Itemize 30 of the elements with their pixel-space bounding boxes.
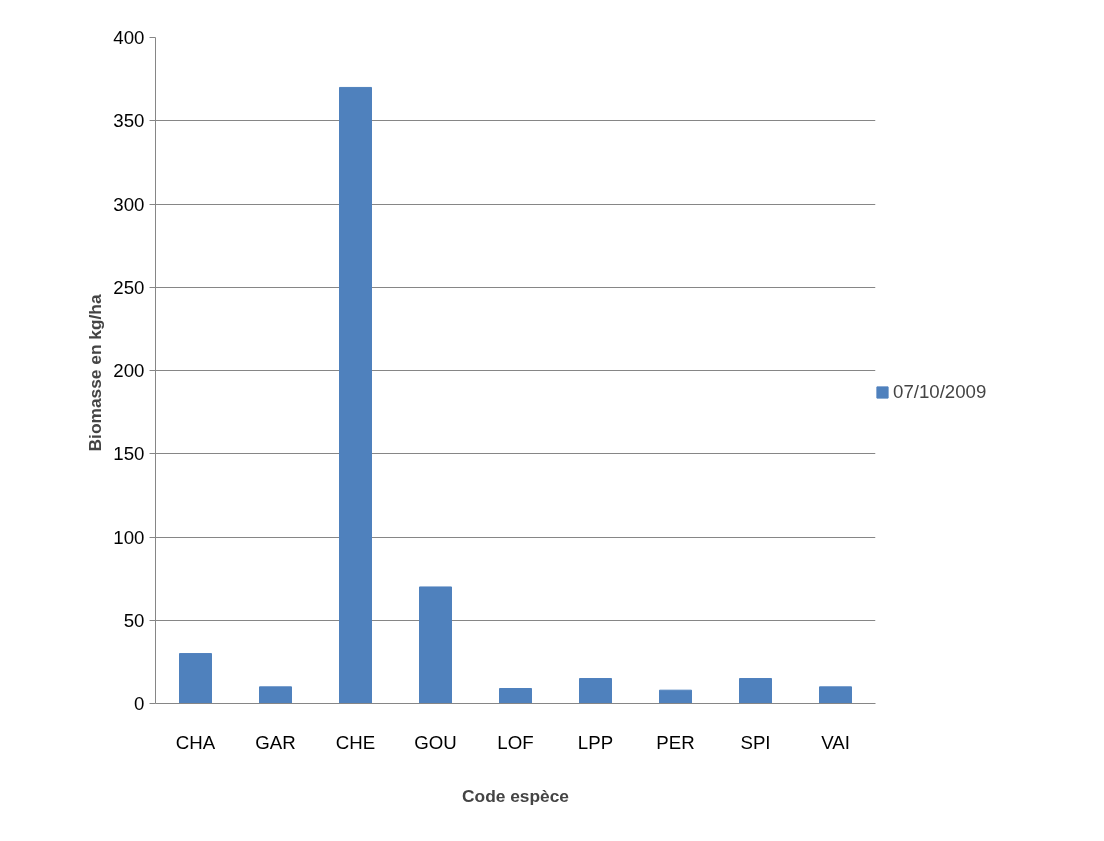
y-tick-label: 300 (113, 193, 145, 215)
x-axis-title: Code espèce (462, 785, 570, 806)
x-tick-label: LPP (577, 731, 614, 753)
y-tick-label: 200 (113, 360, 145, 381)
bar (819, 686, 852, 704)
bar (659, 689, 692, 704)
x-tick-label: PER (656, 731, 695, 753)
x-tick-label: LOF (497, 731, 534, 753)
bar (179, 653, 212, 704)
x-tick-label: VAI (821, 731, 850, 753)
x-tick-label: CHA (175, 731, 216, 753)
bar (739, 678, 772, 704)
y-tick-label: 100 (113, 526, 145, 548)
x-tick-label: CHE (335, 731, 376, 753)
y-tick-label: 50 (123, 609, 145, 631)
bar (419, 586, 452, 704)
x-tick-label: GOU (414, 731, 457, 753)
bar (579, 678, 612, 704)
y-tick-label: 250 (113, 276, 145, 298)
legend-label: 07/10/2009 (893, 381, 987, 403)
y-tick-label: 150 (113, 443, 145, 465)
y-axis-title: Biomasse en kg/ha (85, 294, 106, 452)
x-tick-label: SPI (740, 731, 771, 753)
bar (259, 686, 292, 704)
y-tick-label: 0 (134, 693, 145, 714)
bar (339, 86, 372, 704)
y-tick-label: 350 (113, 110, 145, 132)
bar (499, 688, 532, 704)
x-tick-label: GAR (255, 731, 296, 753)
y-tick-label: 400 (113, 27, 145, 48)
